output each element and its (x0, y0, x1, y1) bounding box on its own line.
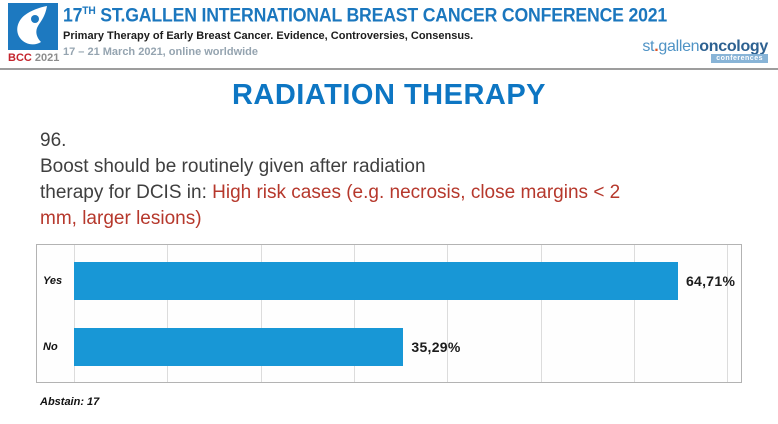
poll-bar-chart: Yes 64,71% No 35,29% (36, 244, 742, 383)
chart-row-no: No 35,29% (37, 328, 741, 366)
conference-header: BCC 2021 17TH ST.GALLEN INTERNATIONAL BRE… (0, 0, 778, 70)
conferences-badge: conferences (711, 54, 768, 63)
conference-title-ordinal: TH (82, 5, 96, 17)
stgallen-oncology-logo: st.gallenoncology (642, 38, 768, 56)
gridline (540, 245, 542, 382)
question-segment: therapy for DCIS in: (40, 182, 213, 203)
gridline (447, 245, 449, 382)
bar-no (74, 328, 404, 366)
gridline (167, 245, 169, 382)
conference-title-text: ST.GALLEN INTERNATIONAL BREAST CANCER CO… (95, 5, 668, 27)
logo-st: st (642, 38, 655, 55)
conference-subtitle: Primary Therapy of Early Breast Cancer. … (63, 30, 474, 42)
gridline (633, 245, 635, 382)
conference-dates: 17 – 21 March 2021, online worldwide (63, 46, 259, 58)
value-label-yes: 64,71% (685, 273, 736, 289)
value-label-no: 35,29% (411, 339, 461, 355)
question-line: 96. (40, 128, 750, 154)
slide-title: RADIATION THERAPY (231, 79, 547, 111)
question-line: therapy for DCIS in: High risk cases (e.… (40, 180, 750, 206)
bcc-text: BCC (8, 52, 32, 64)
question-line: Boost should be routinely given after ra… (40, 154, 750, 180)
logo-dot: . (654, 38, 659, 55)
question-segment: Boost should be routinely given after ra… (40, 156, 426, 177)
bcc-year: 2021 (34, 52, 60, 64)
chart-row-yes: Yes 64,71% (37, 262, 741, 300)
logo-gallen: gallen (658, 38, 700, 55)
bcc-logo (8, 3, 58, 50)
conference-title-number: 17 (63, 5, 83, 27)
conference-title: 17TH ST.GALLEN INTERNATIONAL BREAST CANC… (63, 5, 667, 27)
bar-yes (74, 262, 678, 300)
gridline (74, 245, 75, 382)
bcc-year-label: BCC 2021 (8, 52, 59, 64)
gridline (353, 245, 355, 382)
question-highlight: mm, larger lesions) (40, 208, 202, 229)
question-line: mm, larger lesions) (40, 206, 750, 232)
question-text: 96. Boost should be routinely given after… (40, 128, 750, 232)
question-highlight: High risk cases (e.g. necrosis, close ma… (212, 182, 621, 203)
bcc-droplet-icon (17, 6, 47, 45)
abstain-note: Abstain: 17 (40, 396, 100, 408)
category-label-yes: Yes (43, 275, 63, 287)
category-label-no: No (43, 341, 58, 353)
question-segment: 96. (40, 130, 67, 151)
logo-oncology: oncology (699, 38, 768, 55)
gridline (727, 245, 729, 382)
gridline (260, 245, 262, 382)
